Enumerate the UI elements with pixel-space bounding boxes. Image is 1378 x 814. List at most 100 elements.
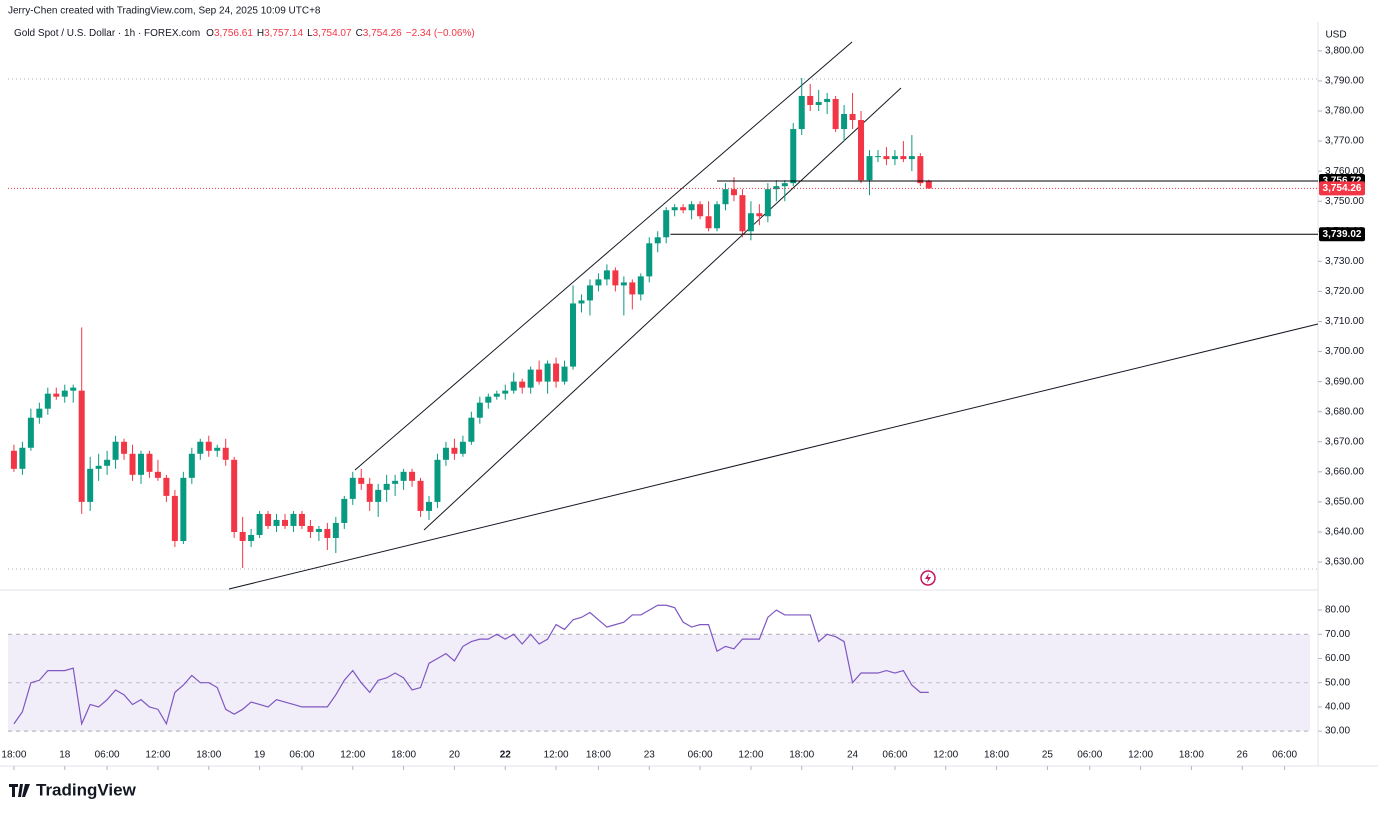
y-tick-label: 60.00 xyxy=(1325,653,1350,664)
candle-body xyxy=(807,95,814,105)
x-tick-label: 12:00 xyxy=(145,750,170,761)
candle-body xyxy=(222,447,229,460)
candle-body xyxy=(44,393,51,409)
candle-body xyxy=(112,441,119,460)
candle-body xyxy=(502,390,509,394)
x-tick-label: 18:00 xyxy=(391,750,416,761)
candle-body xyxy=(19,447,26,469)
x-tick-label: 26 xyxy=(1237,750,1249,761)
candle-body xyxy=(366,483,373,502)
candle-body xyxy=(637,276,644,295)
candle-body xyxy=(646,243,653,277)
candle-body xyxy=(570,303,577,367)
candle-body xyxy=(849,114,856,121)
candle-body xyxy=(663,210,670,238)
y-tick-label: 3,700.00 xyxy=(1325,346,1364,357)
candle-body xyxy=(544,363,551,382)
candle-body xyxy=(578,300,585,304)
candle-body xyxy=(680,207,687,211)
candle-body xyxy=(265,513,272,526)
candle-body xyxy=(654,237,661,244)
candle-body xyxy=(519,381,526,388)
symbol-title: Gold Spot / U.S. Dollar · 1h · FOREX.com xyxy=(14,28,200,39)
candle-body xyxy=(434,459,441,502)
y-tick-label: 3,670.00 xyxy=(1325,436,1364,447)
candle-body xyxy=(205,441,212,451)
last-price-label: 3,754.26 xyxy=(1323,183,1362,194)
candle-body xyxy=(781,183,788,187)
candle-body xyxy=(10,450,17,469)
candle-body xyxy=(730,189,737,196)
candle-body xyxy=(891,156,898,160)
candle-body xyxy=(688,204,695,211)
candle-body xyxy=(756,213,763,217)
candle-body xyxy=(239,531,246,541)
candle-body xyxy=(324,528,331,538)
event-icon[interactable] xyxy=(920,570,936,586)
candle-body xyxy=(824,98,831,102)
candle-body xyxy=(832,98,839,130)
candle-body xyxy=(104,459,111,466)
candle-body xyxy=(27,417,34,448)
legend: Gold Spot / U.S. Dollar · 1h · FOREX.com… xyxy=(14,28,475,39)
candle-body xyxy=(426,501,433,511)
candle-body xyxy=(188,453,195,478)
x-tick-label: 12:00 xyxy=(544,750,569,761)
x-tick-label: 24 xyxy=(847,750,859,761)
candle-body xyxy=(603,270,610,280)
x-tick-label: 18:00 xyxy=(789,750,814,761)
candle-body xyxy=(154,471,161,478)
x-tick-label: 12:00 xyxy=(933,750,958,761)
candle-body xyxy=(908,156,915,160)
legend-value: 3,754.26 xyxy=(363,28,402,39)
price-label: 3,739.02 xyxy=(1323,229,1362,240)
candle-body xyxy=(332,522,339,538)
candle-body xyxy=(629,282,636,295)
candle-body xyxy=(747,213,754,232)
candle-body xyxy=(315,528,322,532)
y-tick-label: 70.00 xyxy=(1325,629,1350,640)
candle-body xyxy=(841,114,848,130)
candle-body xyxy=(197,441,204,454)
candle-body xyxy=(400,471,407,481)
candle-body xyxy=(714,204,721,229)
x-tick-label: 25 xyxy=(1042,750,1054,761)
legend-key: H xyxy=(257,28,264,39)
candle-body xyxy=(95,465,102,469)
y-tick-label: 3,770.00 xyxy=(1325,136,1364,147)
candle-body xyxy=(137,453,144,475)
candle-body xyxy=(231,459,238,532)
candle-body xyxy=(61,390,68,397)
x-tick-label: 12:00 xyxy=(1128,750,1153,761)
candle-body xyxy=(476,402,483,418)
candle-body xyxy=(36,408,43,418)
y-tick-label: 3,710.00 xyxy=(1325,316,1364,327)
currency-box[interactable] xyxy=(1322,25,1352,45)
candle-body xyxy=(739,195,746,232)
candle-body xyxy=(858,120,865,181)
channel-lower xyxy=(423,87,902,531)
price-label: 3,756.72 xyxy=(1323,176,1362,187)
candle-body xyxy=(866,156,873,181)
candle-body xyxy=(146,453,153,472)
candle-body xyxy=(883,156,890,160)
x-tick-label: 18:00 xyxy=(984,750,1009,761)
x-tick-label: 18:00 xyxy=(1,750,26,761)
candle-body xyxy=(273,519,280,526)
candle-body xyxy=(536,369,543,382)
candle-body xyxy=(925,181,932,189)
y-tick-label: 3,760.00 xyxy=(1325,166,1364,177)
candle-body xyxy=(764,189,771,217)
candle-body xyxy=(214,447,221,451)
legend-value: 3,757.14 xyxy=(264,28,303,39)
candle-body xyxy=(874,156,881,158)
rsi-line xyxy=(13,604,929,726)
legend-value: 3,756.61 xyxy=(214,28,253,39)
legend-change: −2.34 (−0.06%) xyxy=(406,28,475,39)
logo: TradingView xyxy=(9,780,137,799)
candle-body xyxy=(900,156,907,160)
candle-body xyxy=(468,417,475,442)
candle-body xyxy=(70,387,77,391)
candle-body xyxy=(375,489,382,502)
